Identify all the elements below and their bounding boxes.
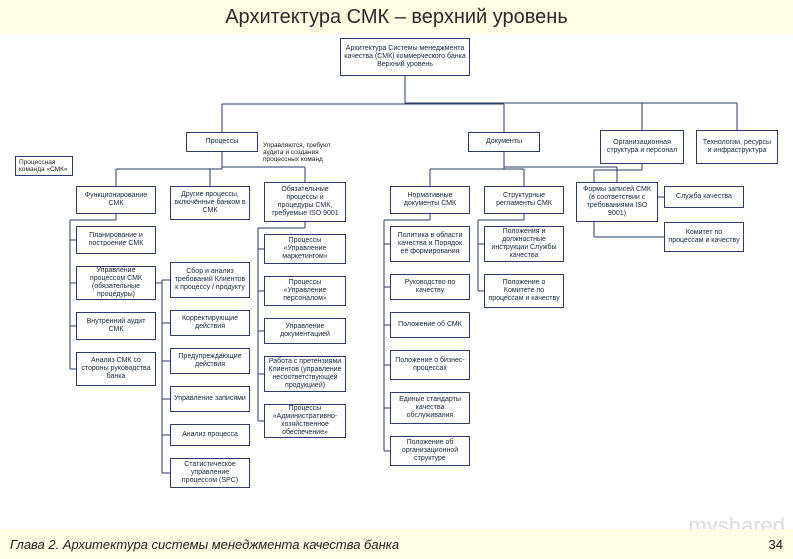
node-c2b: Корректирующие действия	[170, 310, 250, 336]
node-c3a: Процессы «Управление маркетингом»	[264, 234, 346, 264]
node-c5b: Положение о Комитете по процессам и каче…	[484, 274, 564, 308]
node-c4e: Единые стандарты качества обслуживания	[390, 392, 470, 424]
note-managed: Управляются, требуют аудита и создания п…	[263, 142, 343, 163]
node-c4b: Руководство по качеству	[390, 274, 470, 300]
node-c3e: Процессы «Административно-хозяйственное …	[264, 404, 346, 438]
node-c2a: Сбор и анализ требований Клиентов к проц…	[170, 262, 250, 298]
node-c1b: Управление процессом СМК (обязательные п…	[76, 266, 156, 300]
node-processes: Процессы	[186, 132, 258, 152]
node-tech: Технологии, ресурсы и инфраструктура	[696, 130, 778, 164]
node-o1: Служба качества	[664, 186, 744, 208]
diagram-canvas: Архитектура Системы менеджмента качества…	[0, 34, 793, 524]
node-c4a: Политика в области качества и Порядок её…	[390, 226, 470, 262]
node-p2: Другие процессы, включённые банком в СМК	[170, 186, 250, 220]
node-c3d: Работа с претензиями Клиентов (управлени…	[264, 356, 346, 392]
node-c2c: Предупреждающие действия	[170, 348, 250, 374]
node-c1c: Внутренний аудит СМК	[76, 312, 156, 340]
node-o2: Комитет по процессам и качеству	[664, 222, 744, 252]
node-c5a: Положения и должностные инструкции Служб…	[484, 226, 564, 262]
node-d1: Нормативные документы СМК	[390, 186, 470, 214]
node-d2: Структурные регламенты СМК	[484, 186, 564, 214]
node-org: Организационная структура и персонал	[600, 130, 684, 164]
node-c3c: Управление документацией	[264, 318, 346, 344]
node-c1a: Планирование и построение СМК	[76, 226, 156, 254]
footer-bar: Глава 2. Архитектура системы менеджмента…	[0, 529, 793, 559]
node-c2d: Управление записями	[170, 386, 250, 412]
node-c2e: Анализ процесса	[170, 424, 250, 446]
node-c4d: Положение о бизнес-процессах	[390, 350, 470, 380]
node-p3: Обязательные процессы и процедуры СМК, т…	[264, 182, 346, 222]
footer-chapter: Глава 2. Архитектура системы менеджмента…	[10, 537, 399, 552]
node-root: Архитектура Системы менеджмента качества…	[340, 38, 470, 76]
note-process-team: Процессная команда «СМК»	[15, 156, 73, 176]
node-c3b: Процессы «Управление персоналом»	[264, 276, 346, 306]
node-c4c: Положение об СМК	[390, 312, 470, 338]
node-p1: Функционирование СМК	[76, 186, 156, 214]
page-title: Архитектура СМК – верхний уровень	[0, 0, 793, 34]
footer-page: 34	[769, 537, 783, 552]
node-c1d: Анализ СМК со стороны руководства банка	[76, 352, 156, 386]
node-c4f: Положение об организационной структуре	[390, 436, 470, 466]
node-c2f: Статистическое управление процессом (SPC…	[170, 458, 250, 488]
node-docs: Документы	[468, 132, 540, 152]
node-d3: Формы записей СМК (в соответствии с треб…	[576, 182, 658, 222]
